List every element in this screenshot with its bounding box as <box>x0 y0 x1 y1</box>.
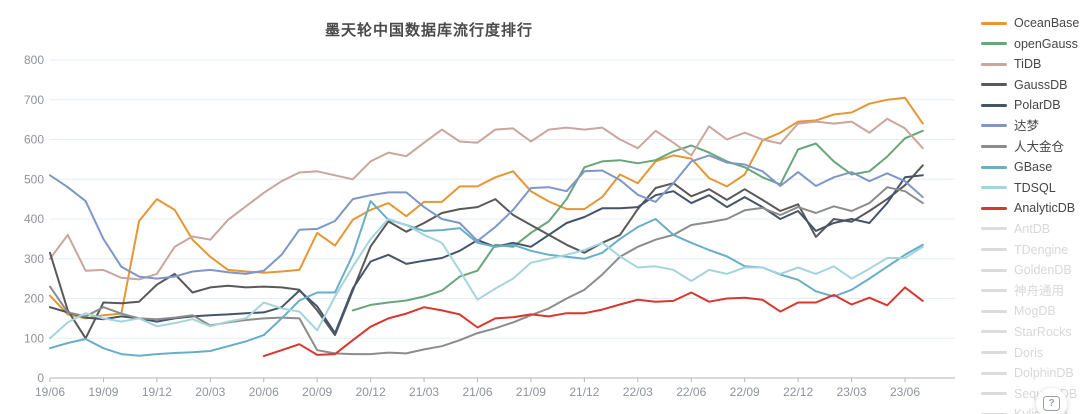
legend-label: 达梦 <box>1014 118 1040 133</box>
x-axis-label: 23/06 <box>890 385 920 399</box>
legend-item-PolarDB[interactable]: PolarDB <box>981 98 1079 113</box>
y-axis-label: 200 <box>24 292 44 306</box>
x-axis-label: 20/12 <box>356 385 386 399</box>
legend-label: MogDB <box>1014 304 1056 319</box>
legend-swatch-icon <box>981 206 1007 210</box>
legend-item-TDengine[interactable]: TDengine <box>981 242 1079 257</box>
legend-swatch-icon <box>981 371 1007 375</box>
legend-label: GoldenDB <box>1014 263 1072 278</box>
x-axis-label: 21/06 <box>462 385 492 399</box>
x-axis-label: 22/12 <box>783 385 813 399</box>
legend-swatch-icon <box>981 227 1007 231</box>
y-axis-label: 300 <box>24 252 44 266</box>
series-line-OceanBase[interactable] <box>49 96 924 320</box>
legend-swatch-icon <box>981 124 1007 128</box>
legend-item-GoldenDB[interactable]: GoldenDB <box>981 264 1079 276</box>
y-axis-label: 700 <box>24 93 44 107</box>
legend-swatch-icon <box>981 351 1007 354</box>
legend-item-openGauss[interactable]: openGauss <box>981 36 1079 51</box>
x-axis-label: 19/06 <box>35 385 65 399</box>
legend-swatch-icon <box>981 62 1007 66</box>
legend-swatch-icon <box>981 165 1007 169</box>
legend-label: PolarDB <box>1014 98 1061 113</box>
x-axis-label: 19/12 <box>142 385 172 399</box>
series-line-GaussDB[interactable] <box>49 164 924 340</box>
series-line-AnalyticDB[interactable] <box>262 286 924 358</box>
legend-label: GaussDB <box>1014 77 1068 92</box>
legend-item-GaussDB[interactable]: GaussDB <box>981 79 1079 91</box>
legend-swatch-icon <box>981 330 1007 334</box>
x-axis-label: 19/09 <box>88 385 118 399</box>
legend-label: 人大金仓 <box>1014 139 1065 154</box>
legend-label: AntDB <box>1014 221 1051 236</box>
legend-item-Doris[interactable]: Doris <box>981 345 1079 360</box>
legend-item-GBase[interactable]: GBase <box>981 161 1079 173</box>
legend-item-AnalyticDB[interactable]: AnalyticDB <box>981 201 1079 216</box>
legend-label: TDengine <box>1014 242 1069 257</box>
legend-item-AntDB[interactable]: AntDB <box>981 223 1079 235</box>
series-line-openGauss[interactable] <box>351 129 924 312</box>
x-axis-label: 23/03 <box>837 385 867 399</box>
y-axis-label: 400 <box>24 212 44 226</box>
legend-item-TDSQL[interactable]: TDSQL <box>981 182 1079 194</box>
series-line-TiDB[interactable] <box>49 117 924 281</box>
legend-label: StarRocks <box>1014 324 1072 339</box>
legend-item-人大金仓[interactable]: 人大金仓 <box>981 139 1079 154</box>
legend-item-DolphinDB[interactable]: DolphinDB <box>981 367 1079 379</box>
x-axis-label: 21/03 <box>409 385 439 399</box>
legend-label: DolphinDB <box>1014 366 1074 381</box>
legend-swatch-icon <box>981 309 1007 313</box>
legend-swatch-icon <box>981 145 1007 149</box>
legend-label: TiDB <box>1014 57 1042 72</box>
series-line-达梦[interactable] <box>49 154 924 280</box>
legend-label: Doris <box>1014 345 1044 360</box>
legend-swatch-icon <box>981 289 1007 293</box>
series-line-GBase[interactable] <box>49 200 924 357</box>
legend-swatch-icon <box>981 248 1007 252</box>
legend-swatch-icon <box>981 42 1007 46</box>
x-axis-label: 21/12 <box>569 385 599 399</box>
legend-item-TiDB[interactable]: TiDB <box>981 58 1079 70</box>
help-icon: ? <box>1043 396 1060 411</box>
y-axis-label: 600 <box>24 133 44 147</box>
y-axis-label: 800 <box>24 53 44 67</box>
legend-label: GBase <box>1014 160 1053 175</box>
series-line-人大金仓[interactable] <box>49 186 924 356</box>
legend-item-神舟通用[interactable]: 神舟通用 <box>981 283 1079 298</box>
chart-title: 墨天轮中国数据库流行度排行 <box>324 22 534 39</box>
legend-label: openGauss <box>1014 36 1078 51</box>
x-axis-label: 22/06 <box>676 385 706 399</box>
legend-swatch-icon <box>981 186 1007 190</box>
x-axis-label: 20/09 <box>302 385 332 399</box>
legend-item-OceanBase[interactable]: OceanBase <box>981 17 1079 29</box>
x-axis-label: 22/09 <box>730 385 760 399</box>
legend-item-MogDB[interactable]: MogDB <box>981 304 1079 319</box>
x-axis-label: 22/03 <box>623 385 653 399</box>
legend-label: AnalyticDB <box>1014 201 1076 216</box>
x-axis-label: 20/06 <box>249 385 279 399</box>
legend-swatch-icon <box>981 392 1007 396</box>
series-line-TDSQL[interactable] <box>49 218 924 340</box>
legend-label: 神舟通用 <box>1014 283 1065 298</box>
y-axis-label: 0 <box>37 371 44 385</box>
legend-item-达梦[interactable]: 达梦 <box>981 120 1079 132</box>
legend-label: TDSQL <box>1014 180 1056 195</box>
legend: OceanBase openGauss TiDB GaussDB PolarDB 达梦人大… <box>981 17 1079 414</box>
legend-swatch-icon <box>981 412 1007 414</box>
legend-label: OceanBase <box>1014 16 1080 30</box>
series-line-PolarDB[interactable] <box>49 174 924 335</box>
legend-swatch-icon <box>981 268 1007 272</box>
legend-swatch-icon <box>981 21 1007 25</box>
x-axis-label: 21/09 <box>516 385 546 399</box>
y-axis-label: 500 <box>24 172 44 186</box>
help-button[interactable]: ? <box>1036 388 1067 414</box>
legend-swatch-icon <box>981 103 1007 107</box>
legend-item-StarRocks[interactable]: StarRocks <box>981 326 1079 338</box>
y-axis-label: 100 <box>24 331 44 345</box>
x-axis-label: 20/03 <box>195 385 225 399</box>
legend-swatch-icon <box>981 83 1007 87</box>
